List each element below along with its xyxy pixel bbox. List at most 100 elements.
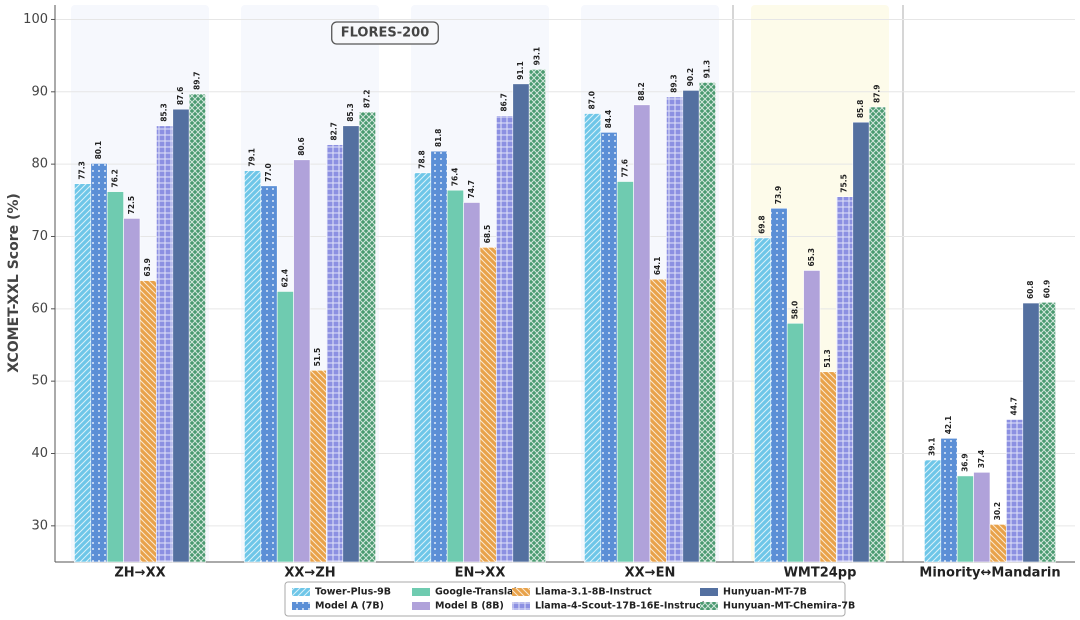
bar bbox=[90, 163, 108, 563]
bar bbox=[649, 278, 667, 563]
value-label: 93.1 bbox=[532, 47, 541, 66]
value-label: 77.3 bbox=[78, 161, 87, 180]
value-label: 87.0 bbox=[588, 91, 597, 110]
legend-label: Hunyuan-MT-Chemira-7B bbox=[723, 601, 855, 612]
x-tick-label: Minority↔Mandarin bbox=[919, 566, 1060, 581]
value-label: 89.3 bbox=[670, 74, 679, 93]
y-tick-label: 70 bbox=[31, 229, 48, 244]
bar bbox=[924, 459, 942, 563]
bar bbox=[172, 108, 190, 563]
bar bbox=[74, 183, 92, 563]
legend-swatch bbox=[700, 602, 718, 610]
value-label: 91.1 bbox=[516, 61, 525, 80]
x-tick-label: EN→XX bbox=[455, 566, 506, 581]
bar bbox=[852, 121, 870, 563]
legend-swatch bbox=[412, 602, 430, 610]
legend-swatch bbox=[512, 588, 530, 596]
value-label: 37.4 bbox=[977, 450, 986, 469]
bar bbox=[358, 111, 376, 563]
bar bbox=[1022, 302, 1040, 563]
value-label: 80.6 bbox=[297, 137, 306, 156]
value-label: 86.7 bbox=[500, 93, 509, 112]
annotation-box bbox=[331, 21, 439, 45]
y-tick-label: 60 bbox=[31, 301, 48, 316]
bar bbox=[106, 191, 124, 563]
legend-label: Llama-3.1-8B-Instruct bbox=[535, 587, 652, 598]
legend-swatch bbox=[512, 602, 530, 610]
bar bbox=[868, 106, 886, 563]
bar bbox=[139, 280, 157, 563]
value-label: 73.9 bbox=[774, 186, 783, 205]
bar bbox=[616, 181, 634, 563]
bar bbox=[276, 291, 294, 563]
legend-swatch bbox=[412, 588, 430, 596]
legend-swatch bbox=[292, 588, 310, 596]
value-label: 74.7 bbox=[467, 180, 476, 199]
value-label: 76.2 bbox=[110, 169, 119, 188]
bar bbox=[342, 125, 360, 563]
bar bbox=[600, 132, 618, 563]
value-label: 79.1 bbox=[248, 148, 257, 167]
value-label: 77.6 bbox=[620, 159, 629, 178]
bar bbox=[836, 196, 854, 563]
bar bbox=[770, 207, 788, 563]
value-label: 58.0 bbox=[790, 301, 799, 320]
bar bbox=[786, 322, 804, 563]
value-label: 77.0 bbox=[264, 163, 273, 182]
value-label: 85.3 bbox=[160, 103, 169, 122]
value-label: 85.3 bbox=[346, 103, 355, 122]
bar bbox=[989, 524, 1007, 563]
bar bbox=[973, 472, 991, 563]
value-label: 64.1 bbox=[653, 257, 662, 276]
value-label: 60.8 bbox=[1026, 281, 1035, 300]
value-label: 63.9 bbox=[143, 258, 152, 277]
value-label: 69.8 bbox=[758, 215, 767, 234]
bar bbox=[1006, 419, 1024, 563]
value-label: 76.4 bbox=[450, 168, 459, 187]
y-tick-label: 30 bbox=[31, 518, 48, 533]
bar bbox=[446, 189, 464, 563]
value-label: 85.8 bbox=[856, 100, 865, 119]
legend-swatch bbox=[700, 588, 718, 596]
y-tick-label: 80 bbox=[31, 157, 48, 172]
bar bbox=[260, 185, 278, 563]
value-label: 89.7 bbox=[192, 71, 201, 90]
legend-label: Llama-4-Scout-17B-16E-Instruct bbox=[535, 601, 706, 612]
value-label: 87.9 bbox=[872, 84, 881, 103]
x-tick-label: WMT24pp bbox=[784, 566, 857, 581]
value-label: 60.9 bbox=[1042, 280, 1051, 299]
value-label: 84.4 bbox=[604, 110, 613, 129]
value-label: 51.3 bbox=[823, 349, 832, 368]
value-label: 68.5 bbox=[483, 225, 492, 244]
bar bbox=[463, 202, 481, 563]
bar bbox=[309, 370, 327, 563]
value-label: 82.7 bbox=[330, 122, 339, 141]
bar bbox=[326, 144, 344, 563]
value-label: 65.3 bbox=[807, 248, 816, 267]
value-label: 81.8 bbox=[434, 129, 443, 148]
value-label: 44.7 bbox=[1010, 397, 1019, 416]
bar bbox=[512, 83, 530, 563]
bar bbox=[496, 115, 514, 563]
y-tick-label: 50 bbox=[31, 374, 48, 389]
bar bbox=[754, 237, 772, 563]
bar bbox=[293, 159, 311, 563]
value-label: 87.2 bbox=[362, 90, 371, 109]
bar bbox=[430, 150, 448, 563]
legend-swatch bbox=[292, 602, 310, 610]
value-label: 51.5 bbox=[313, 348, 322, 367]
bar bbox=[956, 475, 974, 563]
legend-label: Hunyuan-MT-7B bbox=[723, 587, 807, 598]
y-tick-label: 90 bbox=[31, 84, 48, 99]
value-label: 88.2 bbox=[637, 82, 646, 101]
bar bbox=[698, 82, 716, 563]
value-label: 42.1 bbox=[944, 416, 953, 435]
value-label: 80.1 bbox=[94, 141, 103, 160]
bar bbox=[188, 93, 206, 563]
legend-label: Tower-Plus-9B bbox=[315, 587, 391, 598]
y-tick-label: 100 bbox=[23, 12, 48, 27]
bar bbox=[666, 96, 684, 563]
value-label: 30.2 bbox=[993, 502, 1002, 521]
value-label: 91.3 bbox=[702, 60, 711, 79]
